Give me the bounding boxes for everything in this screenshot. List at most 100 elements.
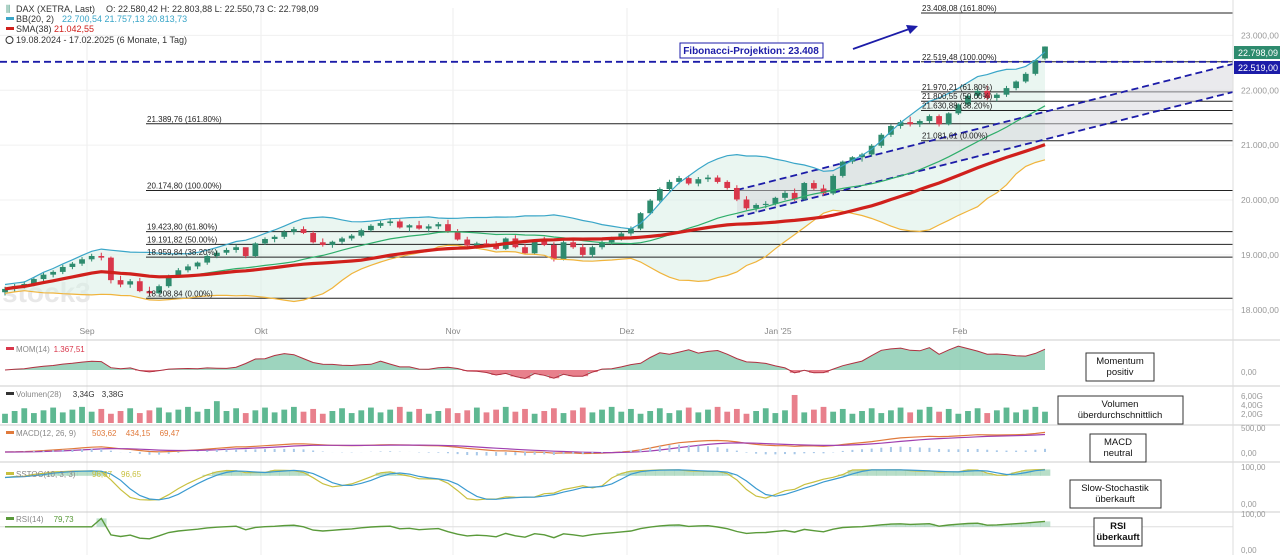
candle-body [213, 252, 220, 256]
candle-body [1013, 81, 1019, 89]
rsi-overbought-fill [1001, 524, 1012, 527]
macd-histogram-bar [755, 452, 758, 454]
volume-bar [281, 409, 288, 423]
macd-histogram-bar [148, 452, 151, 455]
candle-body [628, 228, 634, 234]
candle-body [98, 256, 105, 258]
candle-body [59, 266, 66, 272]
macd-histogram-bar [552, 452, 555, 455]
volume-bar [213, 401, 220, 423]
candle-body [560, 242, 567, 260]
volume-bar [252, 410, 259, 423]
macd-histogram-bar [456, 452, 459, 455]
volume-bar [464, 410, 471, 423]
rsi-overbought-fill [992, 524, 1003, 527]
volume-bar [512, 411, 519, 423]
stoch-overbought-fill [77, 471, 88, 476]
volume-bar [59, 412, 66, 423]
macd-histogram-bar [466, 452, 469, 456]
momentum-negative-bar [568, 370, 579, 377]
rsi-box [1093, 517, 1143, 547]
volume-bar [454, 413, 461, 423]
candle-body [329, 241, 336, 246]
macd-histogram-bar [273, 449, 276, 452]
macd-histogram-bar [774, 452, 777, 455]
stoch-overbought-fill [972, 470, 983, 476]
fib-level-label: 20.174,80 (100.00%) [147, 181, 222, 190]
rsi-overbought-fill [943, 525, 955, 527]
momentum-negative-bar [491, 370, 502, 375]
momentum-negative-bar [529, 370, 540, 374]
stoch-d-line [4, 469, 1046, 501]
candle-body [40, 274, 47, 280]
volume-bar [618, 411, 625, 423]
volume-bar [271, 412, 278, 423]
price-badge-bg [1234, 46, 1280, 59]
volume-bar [165, 412, 172, 423]
candle-body [685, 178, 692, 184]
rsi-overbought-fill [1011, 523, 1022, 527]
candle-body [435, 224, 442, 227]
volume-bar [483, 412, 490, 423]
stoch-overbought-fill [67, 471, 78, 476]
fib-level-label: 18.208,84 (0.00%) [147, 289, 213, 298]
volume-bar [1022, 409, 1029, 423]
volume-bar [570, 410, 577, 423]
stoch-overbought-fill [847, 469, 858, 476]
stoch-overbought-fill [924, 471, 935, 476]
rsi-overbought-fill [674, 524, 685, 527]
macd-histogram-bar [649, 447, 652, 452]
macd-histogram-bar [32, 451, 35, 452]
stoch-overbought-fill [221, 470, 232, 476]
volume-bar [425, 413, 432, 423]
macd-histogram-bar [572, 452, 575, 454]
volume-bar [493, 409, 499, 423]
candle-body [185, 266, 191, 271]
candle-body [483, 243, 490, 246]
macd-histogram-bar [1005, 450, 1008, 452]
stoch-overbought-fill [269, 470, 280, 476]
vol-legend-value: 3,38G [102, 390, 124, 399]
candle-body [753, 204, 759, 209]
month-label: Nov [445, 326, 461, 336]
volume-bar [628, 408, 634, 423]
volume-bar [705, 409, 711, 423]
volume-bar [579, 407, 586, 423]
volume-bar [907, 412, 914, 423]
candle-body [396, 221, 403, 228]
rsi-tick: 0,00 [1241, 546, 1257, 555]
candle-body [570, 242, 577, 248]
volume-bar [204, 408, 211, 423]
volume-box [1057, 395, 1184, 425]
macd-legend-value: 503,62 [92, 429, 117, 438]
macd-histogram-bar [678, 444, 681, 452]
volume-bar [502, 406, 509, 423]
volume-bar [348, 413, 355, 423]
volume-bar [743, 413, 750, 423]
fib-projection-annotation: Fibonacci-Projektion: 23.408 [679, 25, 918, 59]
volume-bar [541, 411, 548, 423]
stoch-overbought-fill [375, 472, 386, 476]
volume-bar [733, 408, 740, 423]
volume-bar [473, 407, 480, 423]
volume-bar [435, 411, 442, 423]
macd-histogram-bar [880, 447, 883, 452]
volume-bar [2, 413, 8, 423]
stoch-overbought-fill [934, 472, 945, 476]
macd-histogram-bar [764, 452, 767, 455]
candle-body [387, 221, 394, 224]
macd-legend-swatch [6, 431, 14, 434]
candle-body [223, 249, 230, 253]
volume-bar [406, 411, 413, 423]
stoch-overbought-fill [645, 470, 656, 476]
macd-histogram-bar [581, 452, 584, 454]
volume-bar [136, 413, 143, 423]
volume-bar [811, 409, 817, 423]
stoch-overbought-fill [48, 471, 59, 476]
momentum-negative-bar [587, 370, 598, 373]
price-tick-label: 18.000,00 [1241, 305, 1279, 315]
volume-bar [291, 406, 297, 423]
candle-body [127, 281, 134, 285]
macd-histogram-bar [1044, 448, 1046, 452]
bb-values: 22.700,54 21.757,13 20.813,73 [62, 14, 187, 24]
